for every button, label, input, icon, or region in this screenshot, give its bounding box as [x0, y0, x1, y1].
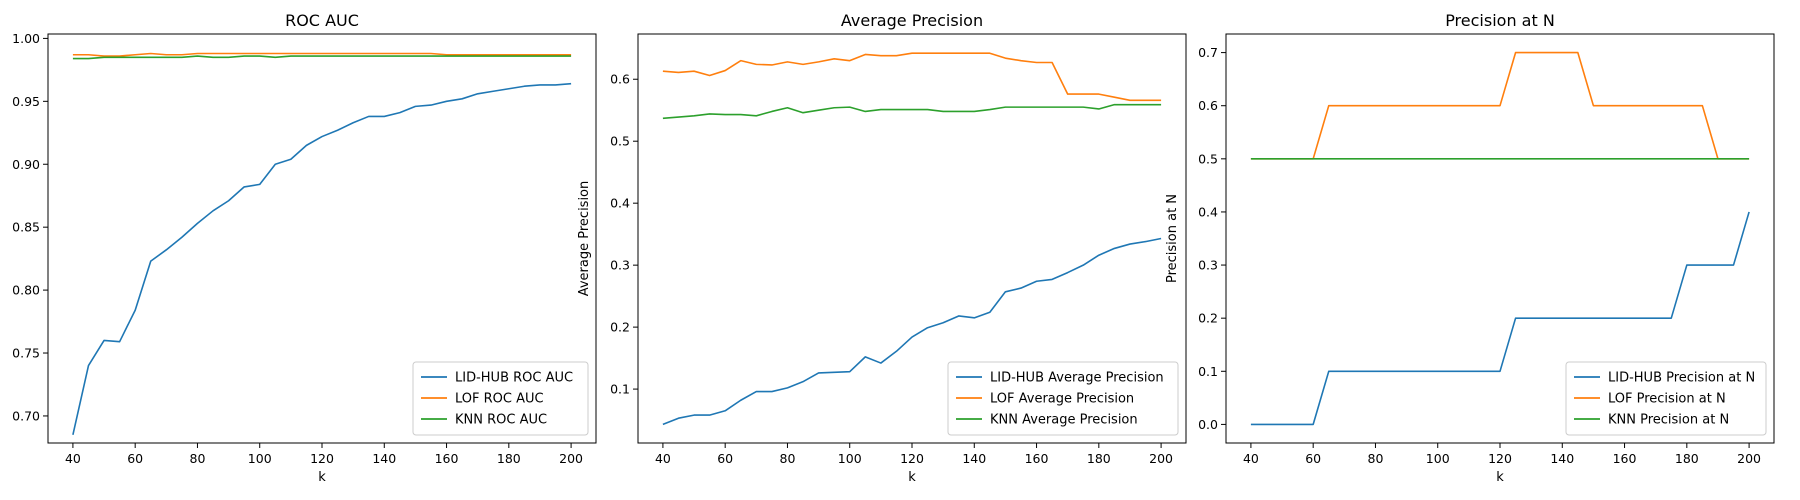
x-tick-label: 180 — [1087, 451, 1111, 466]
x-tick-label: 100 — [1426, 451, 1450, 466]
legend-entry: LID-HUB Average Precision — [990, 371, 1164, 386]
y-axis-label: ROC AUC — [0, 209, 2, 269]
y-tick-label: 0.0 — [1198, 417, 1218, 432]
x-tick-label: 80 — [190, 451, 206, 466]
chart-3: Precision at N 40 60 80 100 120 140 160 180 200 0.… — [1165, 11, 1775, 485]
x-tick-label: 40 — [655, 451, 671, 466]
y-tick-label: 0.3 — [1198, 258, 1218, 273]
x-tick-label: 140 — [372, 451, 396, 466]
y-tick-label: 0.1 — [610, 382, 630, 397]
legend-entry: LID-HUB ROC AUC — [455, 371, 573, 386]
x-tick-label: 80 — [1368, 451, 1384, 466]
y-tick-label: 0.70 — [12, 408, 40, 423]
legend: LID-HUB Precision at N LOF Precision at N… — [1565, 361, 1767, 436]
chart-title: Average Precision — [841, 11, 983, 30]
series-line-2 — [1250, 51, 1750, 160]
y-tick-label: 0.2 — [610, 320, 630, 335]
legend-entry: KNN Precision at N — [1608, 413, 1729, 428]
series-line-3 — [72, 55, 572, 60]
y-tick-label: 0.90 — [12, 157, 40, 172]
x-tick-label: 60 — [717, 451, 733, 466]
series-line-3 — [662, 103, 1162, 120]
chart-title: Precision at N — [1445, 11, 1555, 30]
legend-entry: LOF Precision at N — [1608, 392, 1726, 407]
series-line-1 — [1250, 211, 1750, 426]
x-tick-label: 180 — [497, 451, 521, 466]
x-tick-label: 200 — [1737, 451, 1761, 466]
y-tick-label: 1.00 — [12, 31, 40, 46]
x-axis-label: k — [1496, 470, 1504, 485]
x-tick-label: 160 — [435, 451, 459, 466]
y-tick-label: 0.4 — [610, 196, 630, 211]
y-axis-label: Average Precision — [577, 181, 592, 297]
x-tick-label: 160 — [1025, 451, 1049, 466]
y-axis-label: Precision at N — [1165, 194, 1180, 283]
series-line-2 — [662, 52, 1162, 102]
plot-frame — [1225, 33, 1775, 444]
x-tick-label: 60 — [1305, 451, 1321, 466]
y-tick-label: 0.3 — [610, 258, 630, 273]
x-tick-label: 120 — [310, 451, 334, 466]
x-tick-label: 100 — [838, 451, 862, 466]
y-tick-label: 0.6 — [610, 72, 630, 87]
x-tick-label: 40 — [65, 451, 81, 466]
x-tick-label: 160 — [1613, 451, 1637, 466]
y-tick-label: 0.6 — [1198, 98, 1218, 113]
legend-box — [947, 361, 1179, 436]
chart-title: ROC AUC — [285, 11, 359, 30]
y-tick-label: 0.7 — [1198, 45, 1218, 60]
legend-entry: LID-HUB Precision at N — [1608, 371, 1755, 386]
legend-entry: LOF ROC AUC — [455, 392, 544, 407]
x-tick-label: 80 — [780, 451, 796, 466]
y-tick-label: 0.95 — [12, 94, 40, 109]
plot-frame — [637, 33, 1187, 444]
series-line-1 — [72, 82, 572, 435]
x-axis-label: k — [908, 470, 916, 485]
series-line-2 — [72, 52, 572, 57]
x-tick-label: 60 — [127, 451, 143, 466]
y-tick-label: 0.80 — [12, 283, 40, 298]
y-tick-label: 0.4 — [1198, 204, 1218, 219]
legend-entry: KNN Average Precision — [990, 413, 1138, 428]
legend-entry: KNN ROC AUC — [455, 413, 547, 428]
x-tick-label: 100 — [248, 451, 272, 466]
x-axis-label: k — [318, 470, 326, 485]
x-tick-label: 200 — [1149, 451, 1173, 466]
chart-1: ROC AUC 40 60 80 100 120 140 160 180 200 0.70 0.75 0… — [0, 11, 597, 485]
x-tick-label: 120 — [900, 451, 924, 466]
x-tick-label: 200 — [559, 451, 583, 466]
y-tick-label: 0.5 — [610, 134, 630, 149]
x-tick-label: 120 — [1488, 451, 1512, 466]
plot-frame — [47, 33, 597, 444]
y-tick-label: 0.85 — [12, 220, 40, 235]
x-tick-label: 40 — [1243, 451, 1259, 466]
y-tick-label: 0.5 — [1198, 151, 1218, 166]
series-line-1 — [662, 237, 1162, 426]
legend: LID-HUB Average Precision LOF Average Pre… — [947, 361, 1179, 436]
y-tick-label: 0.2 — [1198, 311, 1218, 326]
y-tick-label: 0.75 — [12, 346, 40, 361]
chart-2: Average Precision 40 60 80 100 120 140 160 180 20… — [577, 11, 1187, 485]
x-tick-label: 140 — [1550, 451, 1574, 466]
legend-entry: LOF Average Precision — [990, 392, 1134, 407]
x-tick-label: 180 — [1675, 451, 1699, 466]
x-tick-label: 140 — [962, 451, 986, 466]
legend-box — [412, 361, 589, 436]
legend: LID-HUB ROC AUC LOF ROC AUC KNN ROC AUC — [412, 361, 589, 436]
legend-box — [1565, 361, 1767, 436]
y-tick-label: 0.1 — [1198, 364, 1218, 379]
